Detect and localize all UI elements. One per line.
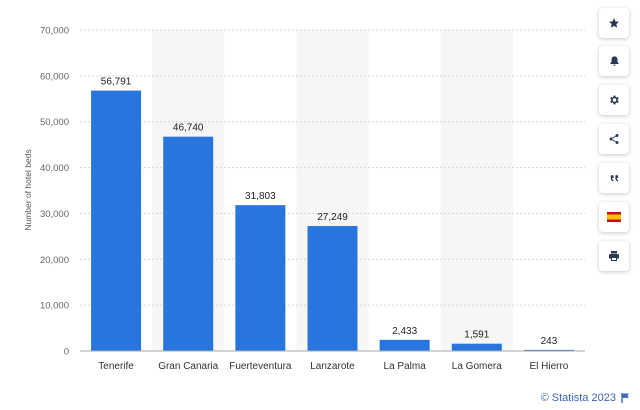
y-tick-label: 30,000 [40, 209, 69, 220]
data-label: 243 [541, 336, 558, 347]
x-tick-label: El Hierro [529, 361, 568, 372]
x-tick-label: La Gomera [452, 361, 502, 372]
language-button[interactable] [599, 202, 629, 232]
data-label: 2,433 [392, 326, 417, 337]
bar[interactable] [451, 343, 502, 351]
cite-button[interactable] [599, 163, 629, 193]
settings-button[interactable] [599, 85, 629, 115]
y-axis-ticks: 0 10,000 20,000 30,000 40,000 50,000 60,000 70,… [40, 26, 69, 358]
notification-button[interactable] [599, 46, 629, 76]
share-icon [609, 134, 619, 144]
favorite-button[interactable] [599, 8, 629, 38]
data-labels: 56,791 46,740 31,803 27,249 2,433 1,591 243 [101, 77, 558, 347]
spain-flag-icon [607, 212, 621, 222]
x-tick-label: Lanzarote [310, 361, 355, 372]
print-icon [609, 251, 619, 261]
star-icon [609, 18, 619, 28]
data-label: 31,803 [245, 191, 276, 202]
gear-icon [610, 95, 619, 105]
category-band [440, 30, 513, 351]
y-tick-label: 10,000 [40, 301, 69, 312]
y-tick-label: 50,000 [40, 117, 69, 128]
y-tick-label: 40,000 [40, 163, 69, 174]
data-label: 1,591 [464, 330, 489, 341]
share-button[interactable] [599, 124, 629, 154]
bar[interactable] [307, 226, 358, 351]
statista-credit[interactable]: © Statista 2023 [541, 392, 630, 404]
bell-icon [609, 56, 619, 66]
bars [91, 90, 574, 352]
y-axis-label: Number of hotel beds [23, 149, 33, 230]
data-label: 27,249 [317, 212, 348, 223]
bar[interactable] [523, 349, 574, 351]
x-axis-labels: Tenerife Gran Canaria Fuerteventura Lanzaro… [98, 361, 569, 372]
y-tick-label: 20,000 [40, 255, 69, 266]
bar[interactable] [163, 136, 214, 351]
y-tick-label: 70,000 [40, 26, 69, 37]
y-tick-label: 60,000 [40, 71, 69, 82]
bar[interactable] [91, 90, 142, 352]
quote-icon [610, 174, 618, 181]
bar[interactable] [379, 339, 430, 351]
data-label: 56,791 [101, 77, 132, 88]
category-bands [152, 30, 513, 351]
y-tick-label: 0 [64, 347, 69, 358]
x-tick-label: La Palma [384, 361, 427, 372]
x-tick-label: Fuerteventura [229, 361, 292, 372]
x-tick-label: Gran Canaria [158, 361, 218, 372]
x-tick-label: Tenerife [98, 361, 134, 372]
data-label: 46,740 [173, 123, 204, 134]
print-button[interactable] [599, 241, 629, 271]
flag-icon [621, 393, 629, 403]
credit-text: © Statista 2023 [540, 392, 616, 404]
bar[interactable] [235, 205, 286, 351]
